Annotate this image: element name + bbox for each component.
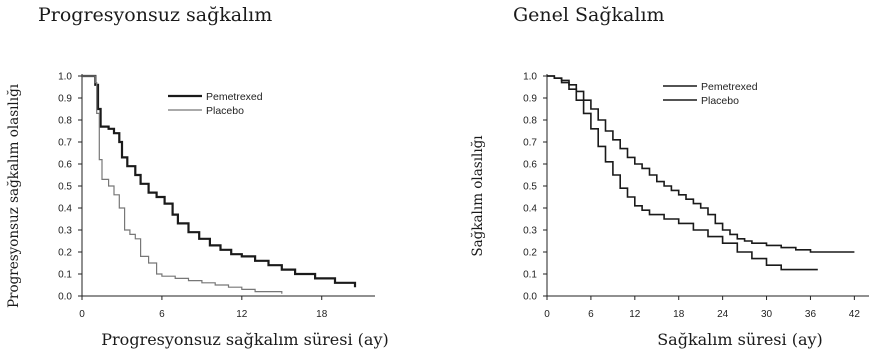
y-tick-label: 0.5 [58,182,72,193]
x-tick-label: 6 [159,309,165,320]
y-tick-label: 0.6 [523,160,537,171]
y-tick-label: 0.8 [58,116,72,127]
x-tick-label: 18 [316,309,328,320]
x-tick-label: 24 [717,309,729,320]
y-tick-label: 0.4 [523,204,537,215]
y-tick-label: 0.2 [58,248,72,259]
x-tick-label: 0 [544,309,550,320]
x-tick-label: 30 [761,309,773,320]
x-tick-label: 18 [673,309,685,320]
x-tick-label: 42 [849,309,861,320]
series-line-pemetrexed [82,74,357,288]
y-tick-label: 0.7 [58,138,72,149]
y-tick-label: 0.0 [58,292,72,303]
pfs-chart: 0.0 0.1 0.2 0.3 0.4 0.5 0.6 0.7 0.8 0.9 1.0 0 6 12 18 P… [6,72,389,350]
x-axis-title: Sağkalım süresi (ay) [657,330,823,349]
y-tick-label: 0.9 [58,94,72,105]
y-tick-label: 0.0 [523,292,537,303]
legend-label: Pemetrexed [701,81,758,93]
y-tick-label: 0.5 [523,182,537,193]
x-tick-label: 12 [629,309,641,320]
overall-survival-panel: Genel Sağkalım 0.0 0.1 0.2 0.3 0.4 0.5 0.6 0.7 0… [455,0,893,363]
legend-label: Placebo [206,105,244,117]
os-chart: 0.0 0.1 0.2 0.3 0.4 0.5 0.6 0.7 0.8 0.9 1.0 0 6 12 18 2… [470,72,869,349]
y-axis-title: Sağkalım olasılığı [470,135,486,257]
progression-free-survival-panel: Progresyonsuz sağkalım 0.0 0.1 0.2 0.3 0.4 0.… [0,0,440,363]
series-line-pemetrexed [547,75,855,253]
y-tick-label: 0.6 [58,160,72,171]
x-tick-label: 6 [588,309,594,320]
chart-title: Progresyonsuz sağkalım [38,4,273,26]
y-tick-label: 0.3 [58,226,72,237]
y-tick-label: 0.2 [523,248,537,259]
legend-label: Pemetrexed [206,91,263,103]
y-tick-label: 0.7 [523,138,537,149]
x-tick-label: 0 [79,309,85,320]
y-tick-label: 1.0 [58,72,72,83]
y-tick-label: 0.4 [58,204,72,215]
y-tick-label: 0.8 [523,116,537,127]
y-axis-title: Progresyonsuz sağkalım olasılığı [6,83,22,308]
chart-title: Genel Sağkalım [513,4,665,26]
y-tick-label: 1.0 [523,72,537,83]
y-tick-label: 0.1 [523,270,537,281]
x-tick-label: 12 [236,309,248,320]
series-line-placebo [547,75,818,271]
legend-label: Placebo [701,95,739,107]
y-tick-label: 0.1 [58,270,72,281]
series-line-placebo [82,75,283,294]
y-tick-label: 0.9 [523,94,537,105]
x-tick-label: 36 [805,309,817,320]
y-tick-label: 0.3 [523,226,537,237]
x-axis-title: Progresyonsuz sağkalım süresi (ay) [101,330,388,349]
